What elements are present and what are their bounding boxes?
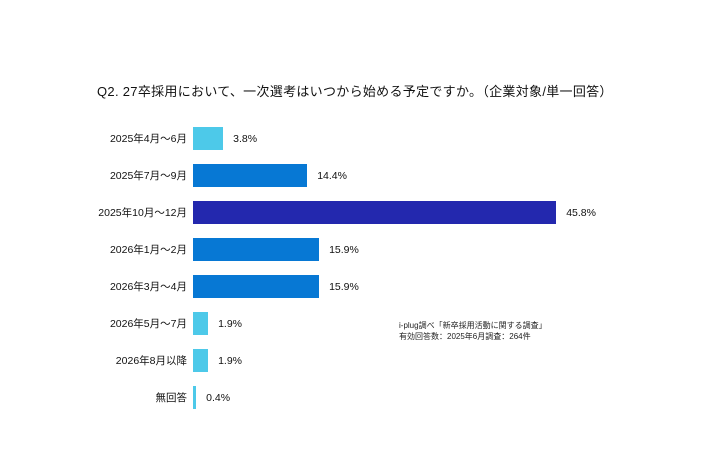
category-label: 2026年3月～4月 xyxy=(109,281,187,293)
chart-row: 2025年7月～9月 14.4% xyxy=(95,157,596,194)
chart-row: 2026年5月～7月 1.9% xyxy=(95,305,596,342)
value-label: 1.9% xyxy=(218,354,242,367)
category-label: 2025年10月～12月 xyxy=(98,207,187,219)
bar xyxy=(193,201,557,224)
category-label: 2026年5月～7月 xyxy=(109,318,187,330)
category-label: 2025年7月～9月 xyxy=(109,170,187,182)
source-note: i-plug調べ「新卒採用活動に関する調査」 有効回答数：2025年6月調査：2… xyxy=(399,320,547,342)
bar xyxy=(193,386,197,409)
category-label: 2026年8月以降 xyxy=(115,355,187,367)
bar xyxy=(193,164,308,187)
source-note-line2: 有効回答数：2025年6月調査：264件 xyxy=(399,332,531,341)
value-label: 15.9% xyxy=(329,280,359,293)
bar xyxy=(193,275,320,298)
category-label: 2025年4月～6月 xyxy=(109,133,187,145)
value-label: 3.8% xyxy=(233,132,258,145)
bar xyxy=(193,238,320,261)
chart-row: 無回答 0.4% xyxy=(95,379,596,416)
value-label: 14.4% xyxy=(317,169,347,182)
value-label: 15.9% xyxy=(329,243,359,256)
chart-row: 2025年4月～6月 3.8% xyxy=(95,120,596,157)
bar-chart: 2025年4月～6月 3.8% 2025年7月～9月 14.4% 2025年10月～12… xyxy=(95,120,596,416)
value-label: 0.4% xyxy=(206,391,231,404)
chart-row: 2026年1月～2月 15.9% xyxy=(95,231,596,268)
category-label: 無回答 xyxy=(155,392,188,404)
bar xyxy=(193,349,209,372)
chart-row: 2026年8月以降 1.9% xyxy=(95,342,596,379)
bar xyxy=(193,312,209,335)
bar xyxy=(193,127,224,150)
source-note-line1: i-plug調べ「新卒採用活動に関する調査」 xyxy=(399,321,547,330)
chart-row: 2026年3月～4月 15.9% xyxy=(95,268,596,305)
chart-row: 2025年10月～12月 45.8% xyxy=(95,194,596,231)
chart-title: Q2. 27卒採用において、一次選考はいつから始める予定ですか。（企業対象/単一… xyxy=(97,84,613,99)
value-label: 1.9% xyxy=(218,317,242,330)
value-label: 45.8% xyxy=(566,206,596,219)
category-label: 2026年1月～2月 xyxy=(109,244,187,256)
